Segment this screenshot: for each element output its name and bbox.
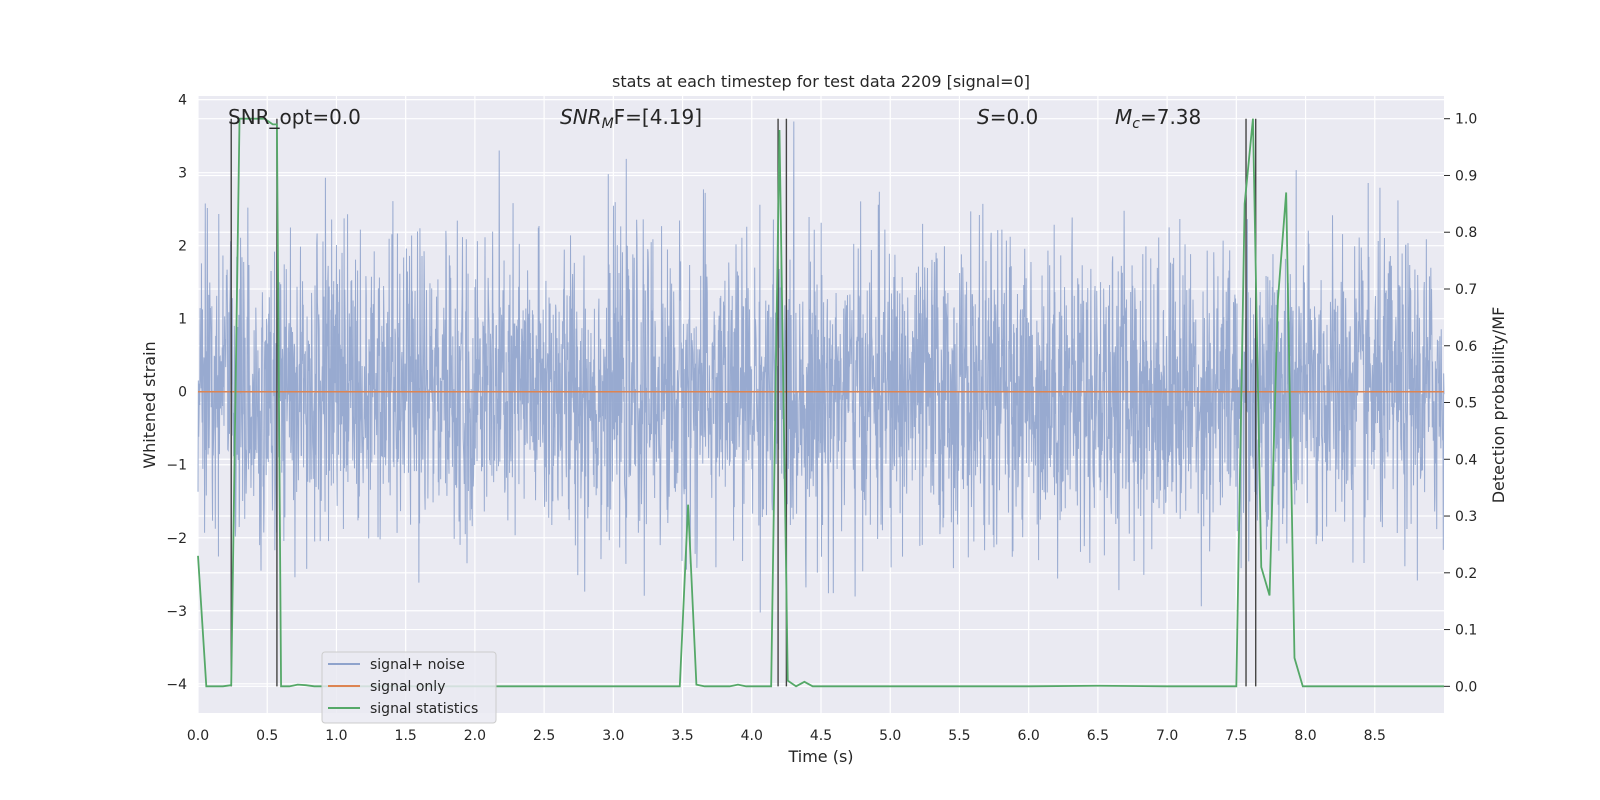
series-signal-statistics <box>197 117 1444 688</box>
y-right-tick-label: 0.7 <box>1455 282 1477 298</box>
x-axis-label: Time (s) <box>787 747 853 766</box>
annotation-mc: Mc=7.38 <box>1115 105 1201 132</box>
s-main: S <box>977 105 990 129</box>
x-tick-label: 3.0 <box>602 728 624 744</box>
x-tick-label: 0.0 <box>187 728 209 744</box>
y-left-tick-label: 2 <box>178 239 187 255</box>
y-right-tick-label: 0.0 <box>1455 679 1477 695</box>
s-rest: =0.0 <box>990 105 1039 129</box>
x-tick-label: 8.0 <box>1294 728 1316 744</box>
legend-label-signal-only: signal only <box>370 679 445 695</box>
y-right-tick-label: 0.9 <box>1455 168 1477 184</box>
y-right-tick-label: 0.6 <box>1455 339 1477 355</box>
legend-label-signal-noise: signal+ noise <box>370 657 465 673</box>
y-left-tick-label: −4 <box>166 677 187 693</box>
y-left-tick-label: −3 <box>166 604 187 620</box>
y-left-tick-label: 0 <box>178 385 187 401</box>
y-right-tick-label: 0.3 <box>1455 509 1477 525</box>
y-right-tick-label: 0.4 <box>1455 452 1477 468</box>
annotation-snr-opt: SNR_opt=0.0 <box>228 105 361 129</box>
x-tick-label: 0.5 <box>256 728 278 744</box>
x-tick-label: 2.0 <box>464 728 486 744</box>
legend-label-signal-statistics: signal statistics <box>370 701 478 717</box>
x-tick-label: 5.0 <box>879 728 901 744</box>
series-signal-noise <box>197 121 1445 613</box>
y-left-tick-label: −1 <box>166 458 187 474</box>
x-tick-label: 7.0 <box>1156 728 1178 744</box>
x-tick-label: 6.0 <box>1018 728 1040 744</box>
x-tick-label: 4.0 <box>741 728 763 744</box>
x-tick-label: 4.5 <box>810 728 832 744</box>
signal-statistics-line <box>197 117 1444 688</box>
y-left-tick-label: −2 <box>166 531 187 547</box>
x-tick-label: 7.5 <box>1225 728 1247 744</box>
annotation-s: S=0.0 <box>977 105 1038 129</box>
y-left-tick-label: 4 <box>178 93 187 109</box>
mc-main: M <box>1115 105 1132 129</box>
x-tick-label: 6.5 <box>1087 728 1109 744</box>
y-right-tick-label: 0.2 <box>1455 566 1477 582</box>
y-right-tick-labels: 1.0 0.9 0.8 0.7 0.6 0.5 0.4 0.3 0.2 0.1 0.0 <box>1444 112 1477 695</box>
y-right-tick-label: 1.0 <box>1455 112 1477 128</box>
y-right-tick-label: 0.1 <box>1455 623 1477 639</box>
x-tick-label: 1.0 <box>325 728 347 744</box>
x-tick-label: 3.5 <box>671 728 693 744</box>
y-axis-label-right: Detection probability/MF <box>1489 307 1508 504</box>
y-axis-label-left: Whitened strain <box>140 341 159 468</box>
y-right-tick-label: 0.8 <box>1455 225 1477 241</box>
x-tick-label: 8.5 <box>1364 728 1386 744</box>
signal-noise-line <box>197 121 1445 613</box>
y-left-tick-label: 3 <box>178 166 187 182</box>
snr-mf-rest: F=[4.19] <box>614 105 702 129</box>
x-tick-label: 1.5 <box>395 728 417 744</box>
y-right-tick-label: 0.5 <box>1455 396 1477 412</box>
x-tick-label: 2.5 <box>533 728 555 744</box>
legend: signal+ noise signal only signal statist… <box>321 651 497 724</box>
chart-title: stats at each timestep for test data 220… <box>612 72 1030 91</box>
snr-mf-main: SNR <box>560 105 602 129</box>
y-left-tick-labels: 4 3 2 1 0 −1 −2 −3 −4 <box>166 93 187 693</box>
legend-box <box>321 651 497 724</box>
snr-mf-sub: M <box>602 116 614 132</box>
annotation-snr-mf: SNRMF=[4.19] <box>560 105 702 132</box>
mc-rest: =7.38 <box>1140 105 1201 129</box>
y-left-tick-label: 1 <box>178 312 187 328</box>
x-tick-labels: 0.0 0.5 1.0 1.5 2.0 2.5 3.0 3.5 4.0 4.5 5.0 5.5 6.0 6… <box>187 728 1386 744</box>
x-tick-label: 5.5 <box>948 728 970 744</box>
mc-sub: c <box>1132 116 1140 132</box>
